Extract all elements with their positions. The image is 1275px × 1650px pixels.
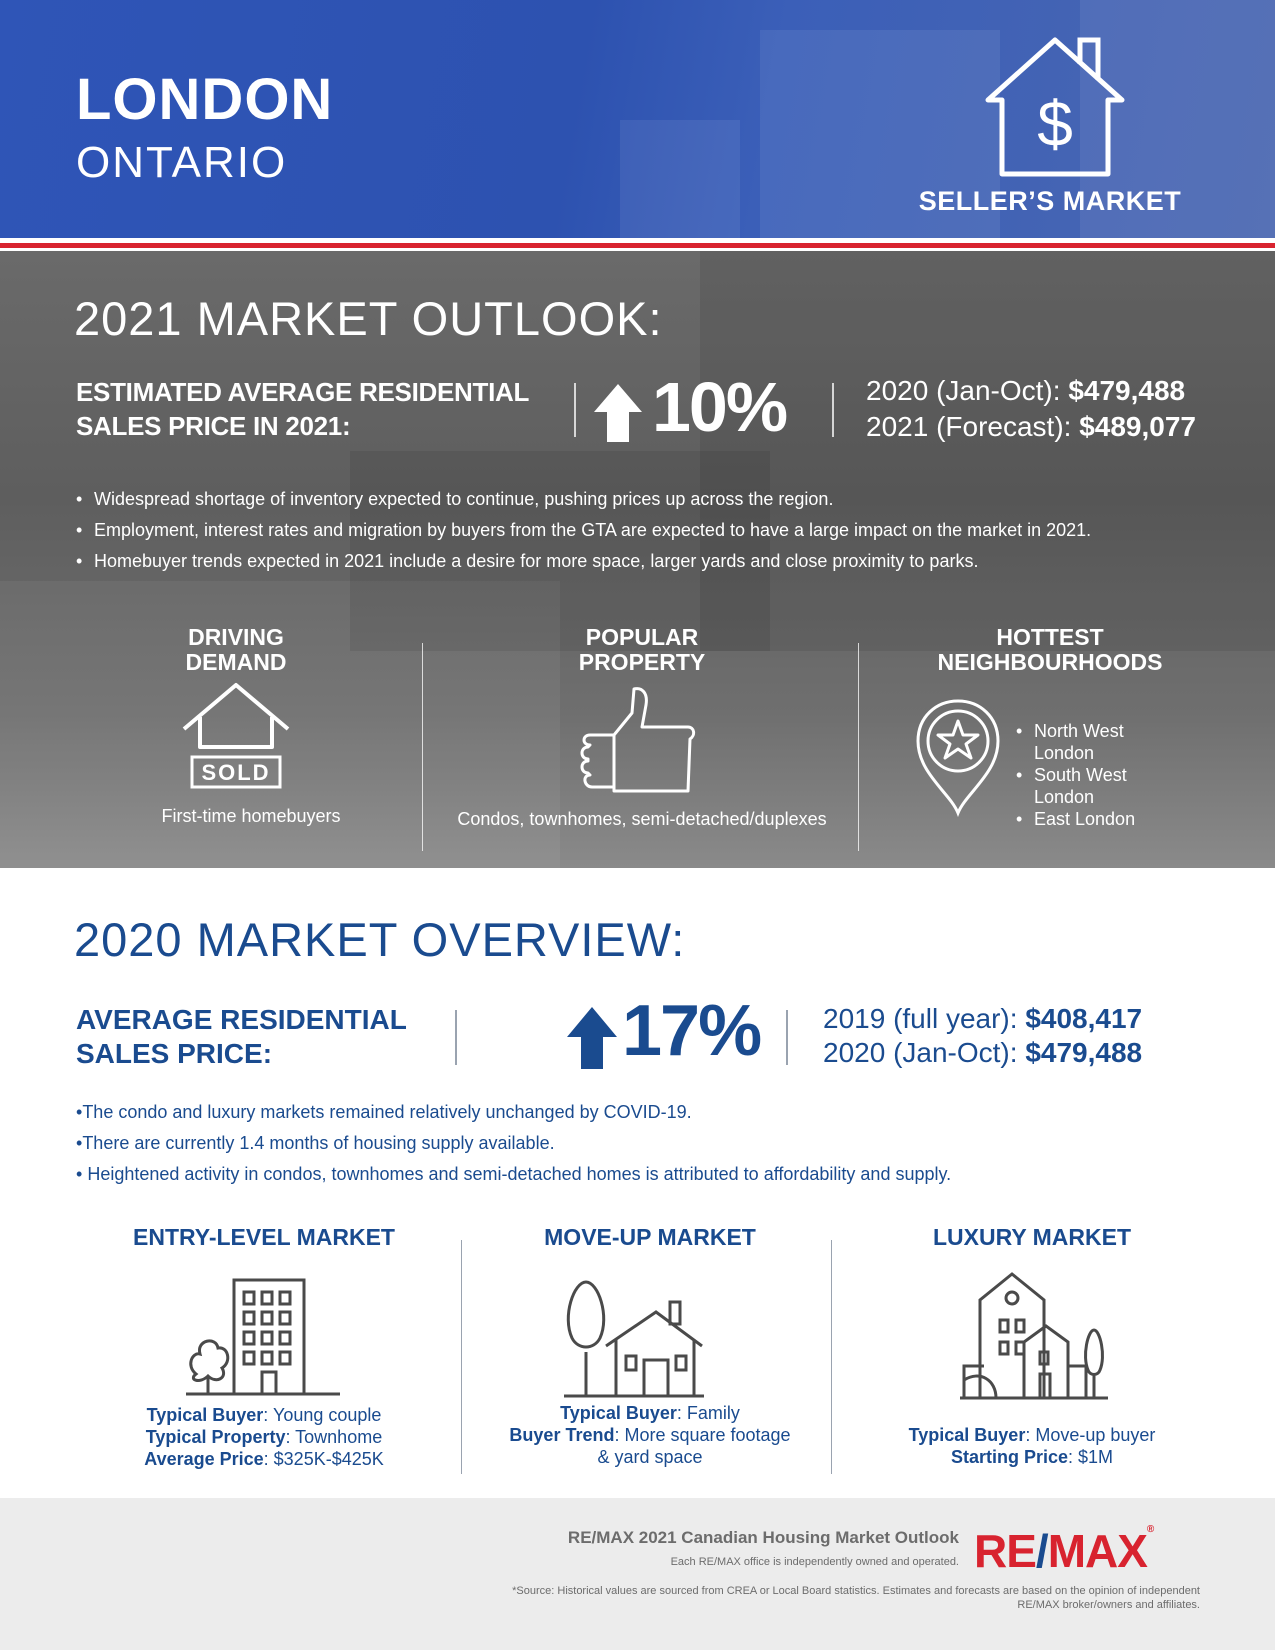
overview-bullets: The condo and luxury markets remained re… <box>76 1097 951 1190</box>
price-row: 2021 (Forecast): $489,077 <box>866 411 1196 442</box>
list-item: North West London <box>1034 720 1164 764</box>
detail-line: Typical Buyer: Young couple <box>146 1405 382 1425</box>
list-item: The condo and luxury markets remained re… <box>76 1097 951 1128</box>
list-item: Employment, interest rates and migration… <box>76 515 1226 546</box>
house-sold-icon: SOLD <box>182 683 290 789</box>
divider <box>455 1010 457 1065</box>
outlook-title: 2021 MARKET OUTLOOK: <box>74 292 663 345</box>
detail-line: Buyer Trend: More square footage <box>509 1425 791 1445</box>
footer-owned-note: Each RE/MAX office is independently owne… <box>670 1556 959 1568</box>
list-item: Heightened activity in condos, townhomes… <box>76 1159 951 1190</box>
outlook-section: 2021 MARKET OUTLOOK: ESTIMATED AVERAGE R… <box>0 251 1275 868</box>
neighbourhood-list: North West London South West London East… <box>1016 720 1164 830</box>
moveup-market-title: MOVE-UP MARKET <box>544 1224 756 1250</box>
popular-property-text: Condos, townhomes, semi-detached/duplexe… <box>457 809 827 829</box>
family-house-icon <box>564 1280 704 1398</box>
luxury-market-details: Typical Buyer: Move-up buyer Starting Pr… <box>862 1424 1202 1468</box>
detail-line: & yard space <box>597 1447 703 1467</box>
divider <box>574 383 576 437</box>
province-title: ONTARIO <box>76 138 288 187</box>
divider <box>831 1240 832 1474</box>
divider <box>422 643 423 851</box>
divider-stripe <box>0 248 1275 251</box>
divider <box>786 1010 788 1065</box>
outlook-bullets: Widespread shortage of inventory expecte… <box>76 484 1226 577</box>
list-item: East London <box>1034 808 1164 830</box>
driving-demand-title: DRIVING DEMAND <box>185 624 287 675</box>
list-item: Widespread shortage of inventory expecte… <box>76 484 1226 515</box>
detail-line: Typical Buyer: Family <box>560 1403 740 1423</box>
estimate-label: ESTIMATED AVERAGE RESIDENTIAL SALES PRIC… <box>76 377 529 441</box>
remax-logo: RE/MAX® <box>974 1524 1154 1577</box>
list-item: There are currently 1.4 months of housin… <box>76 1128 951 1159</box>
outlook-prices: 2020 (Jan-Oct): $479,488 2021 (Forecast)… <box>866 373 1196 445</box>
popular-property-title: POPULAR PROPERTY <box>578 624 706 675</box>
footer: RE/MAX 2021 Canadian Housing Market Outl… <box>0 1498 1275 1650</box>
footer-title: RE/MAX 2021 Canadian Housing Market Outl… <box>567 1528 959 1547</box>
header-banner: LONDON ONTARIO $ SELLER’S MARKET <box>0 0 1275 238</box>
detail-line: Typical Buyer: Move-up buyer <box>908 1425 1156 1445</box>
luxury-market-title: LUXURY MARKET <box>932 1224 1132 1250</box>
map-pin-star-icon <box>916 699 1000 817</box>
market-type-label: SELLER’S MARKET <box>918 186 1182 216</box>
divider <box>832 383 834 437</box>
apartment-building-icon <box>186 1278 340 1396</box>
arrow-up-icon <box>567 1007 617 1069</box>
overview-change-pct: 17% <box>622 991 762 1071</box>
price-row: 2020 (Jan-Oct): $479,488 <box>866 375 1186 406</box>
luxury-house-icon <box>960 1272 1108 1400</box>
list-item: Homebuyer trends expected in 2021 includ… <box>76 546 1226 577</box>
house-dollar-icon: $ <box>985 37 1125 177</box>
detail-line: Starting Price: $1M <box>950 1447 1114 1467</box>
arrow-up-icon <box>594 384 642 442</box>
divider-stripe <box>0 238 1275 243</box>
hottest-neighbourhoods-title: HOTTEST NEIGHBOURHOODS <box>937 624 1163 675</box>
moveup-market-details: Typical Buyer: Family Buyer Trend: More … <box>470 1402 830 1468</box>
price-row: 2019 (full year): $408,417 <box>823 1003 1143 1034</box>
footer-source-note: *Source: Historical values are sourced f… <box>512 1585 1200 1611</box>
thumbs-up-icon <box>580 687 696 793</box>
detail-line: Average Price: $325K-$425K <box>144 1449 384 1469</box>
svg-text:$: $ <box>1037 88 1073 160</box>
divider <box>858 643 859 851</box>
detail-line: Typical Property: Townhome <box>145 1427 383 1447</box>
entry-market-details: Typical Buyer: Young couple Typical Prop… <box>104 1404 424 1470</box>
price-row: 2020 (Jan-Oct): $479,488 <box>823 1037 1143 1068</box>
list-item: South West London <box>1034 764 1164 808</box>
divider <box>461 1240 462 1474</box>
sold-label: SOLD <box>201 760 270 785</box>
entry-market-title: ENTRY-LEVEL MARKET <box>133 1224 395 1250</box>
divider-stripe-red <box>0 243 1275 248</box>
overview-title: 2020 MARKET OVERVIEW: <box>74 913 686 966</box>
driving-demand-text: First-time homebuyers <box>161 806 341 826</box>
outlook-change-pct: 10% <box>652 368 788 446</box>
avg-price-label: AVERAGE RESIDENTIAL SALES PRICE: <box>76 1004 407 1069</box>
overview-prices: 2019 (full year): $408,417 2020 (Jan-Oct… <box>823 1002 1142 1070</box>
city-title: LONDON <box>76 67 334 132</box>
